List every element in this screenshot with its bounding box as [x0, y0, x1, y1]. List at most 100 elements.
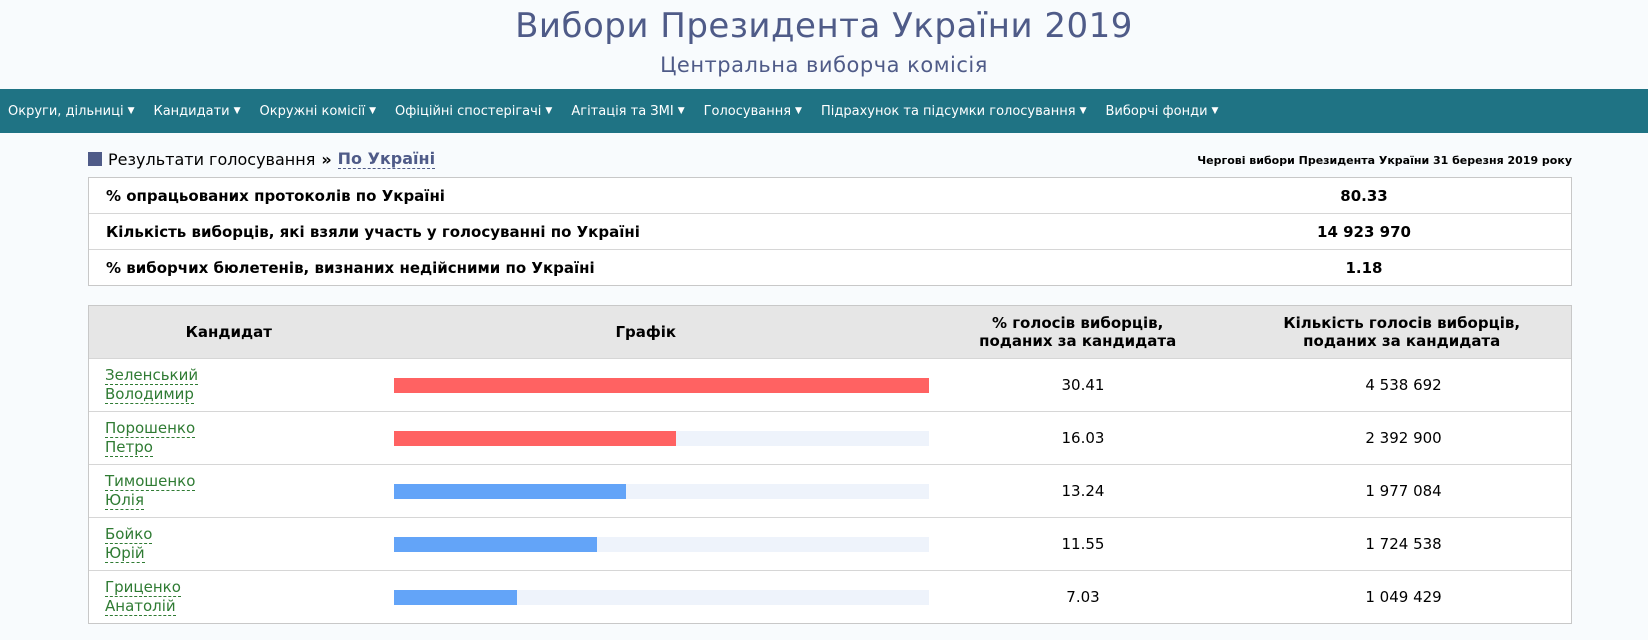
candidate-name: Володимир: [105, 385, 194, 404]
nav-label: Кандидати: [153, 103, 230, 119]
caret-down-icon: ▼: [795, 106, 802, 116]
percent-value: 11.55: [1061, 535, 1105, 553]
results-table: Кандидат Графік % голосів виборців, пода…: [88, 305, 1572, 624]
candidate-link[interactable]: Гриценко Анатолій: [89, 578, 382, 616]
caret-down-icon: ▼: [127, 106, 135, 116]
chart-cell: [382, 430, 930, 446]
candidate-link[interactable]: Тимошенко Юлія: [89, 472, 382, 510]
nav-item-media[interactable]: Агітація та ЗМІ ▼: [571, 104, 684, 119]
candidate-name: Анатолій: [105, 597, 176, 616]
candidate-surname: Тимошенко: [105, 472, 196, 491]
caret-down-icon: ▼: [233, 106, 241, 116]
bar-fill: [393, 589, 518, 605]
bar-track: [393, 536, 929, 552]
candidate-link[interactable]: Бойко Юрій: [89, 525, 382, 563]
candidate-name: Юлія: [105, 491, 144, 510]
nav-item-commissions[interactable]: Окружні комісії ▼: [260, 104, 377, 119]
header-votes-line1: Кількість голосів виборців,: [1283, 314, 1521, 332]
site-subtitle: Центральна виборча комісія: [660, 53, 988, 77]
summary-label: % виборчих бюлетенів, визнаних недійсним…: [106, 258, 595, 277]
candidate-surname: Порошенко: [105, 419, 196, 438]
site-header: Вибори Президента України 2019 Центральн…: [0, 0, 1648, 89]
nav-item-voting[interactable]: Голосування ▼: [704, 104, 802, 119]
header-percent: % голосів виборців, поданих за кандидата: [923, 314, 1233, 350]
candidate-link[interactable]: Зеленський Володимир: [89, 366, 382, 404]
nav-label: Голосування: [703, 103, 792, 119]
nav-item-districts[interactable]: Округи, дільниці ▼: [8, 104, 134, 119]
bar-track: [393, 483, 929, 499]
table-row: Бойко Юрій 11.55 1 724 538: [89, 517, 1571, 570]
candidate-name: Юрій: [105, 544, 145, 563]
nav-label: Офіційні спостерігачі: [395, 103, 542, 119]
breadcrumb: Результати голосування » По Україні: [88, 149, 436, 169]
breadcrumb-separator: »: [321, 149, 332, 169]
bar-fill: [393, 377, 929, 393]
nav-label: Округи, дільниці: [8, 103, 124, 119]
candidate-surname: Гриценко: [105, 578, 181, 597]
votes-value: 1 049 429: [1365, 588, 1442, 606]
votes-value: 2 392 900: [1365, 429, 1442, 447]
summary-value: 1.18: [1345, 258, 1383, 277]
summary-label: % опрацьованих протоколів по Україні: [106, 186, 445, 205]
summary-value: 80.33: [1340, 186, 1388, 205]
percent-value: 30.41: [1061, 376, 1105, 394]
site-title: Вибори Президента України 2019: [515, 6, 1133, 46]
main-nav: Округи, дільниці ▼ Кандидати ▼ Окружні ком…: [0, 89, 1648, 133]
summary-row: % опрацьованих протоколів по Україні 80.…: [89, 178, 1571, 214]
nav-item-count[interactable]: Підрахунок та підсумки голосування ▼: [821, 104, 1087, 119]
summary-label: Кількість виборців, які взяли участь у г…: [106, 222, 640, 241]
header-percent-line1: % голосів виборців,: [991, 314, 1164, 332]
table-row: Тимошенко Юлія 13.24 1 977 084: [89, 464, 1571, 517]
nav-item-observers[interactable]: Офіційні спостерігачі ▼: [395, 104, 552, 119]
caret-down-icon: ▼: [1079, 106, 1087, 116]
summary-value: 14 923 970: [1317, 222, 1411, 241]
header-votes-line2: поданих за кандидата: [1303, 332, 1501, 350]
header-candidate: Кандидат: [185, 323, 272, 341]
main-content: Результати голосування » По Україні Черг…: [88, 141, 1572, 624]
summary-table: % опрацьованих протоколів по Україні 80.…: [88, 177, 1572, 286]
summary-row: % виборчих бюлетенів, визнаних недійсним…: [89, 250, 1571, 285]
candidate-link[interactable]: Порошенко Петро: [89, 419, 382, 457]
candidate-surname: Бойко: [105, 525, 153, 544]
caret-down-icon: ▼: [1211, 106, 1219, 116]
bar-fill: [393, 483, 627, 499]
breadcrumb-row: Результати голосування » По Україні Черг…: [88, 141, 1572, 177]
bar-fill: [393, 430, 676, 446]
nav-label: Агітація та ЗМІ: [571, 103, 674, 119]
candidate-name: Петро: [105, 438, 153, 457]
breadcrumb-section: Результати голосування: [108, 149, 316, 169]
chart-cell: [382, 483, 930, 499]
results-header: Кандидат Графік % голосів виборців, пода…: [89, 306, 1571, 358]
nav-label: Окружні комісії: [259, 103, 366, 119]
nav-item-candidates[interactable]: Кандидати ▼: [153, 104, 240, 119]
header-chart: Графік: [615, 323, 677, 341]
table-row: Порошенко Петро 16.03 2 392 900: [89, 411, 1571, 464]
election-title: Чергові вибори Президента України 31 бер…: [1197, 154, 1572, 167]
caret-down-icon: ▼: [369, 106, 377, 116]
percent-value: 7.03: [1066, 588, 1100, 606]
percent-value: 16.03: [1061, 429, 1105, 447]
breadcrumb-current-link[interactable]: По Україні: [337, 149, 436, 169]
table-row: Зеленський Володимир 30.41 4 538 692: [89, 358, 1571, 411]
caret-down-icon: ▼: [545, 106, 553, 116]
chart-cell: [382, 377, 930, 393]
candidate-surname: Зеленський: [105, 366, 199, 385]
bar-track: [393, 377, 929, 393]
chart-cell: [382, 589, 930, 605]
votes-value: 1 724 538: [1365, 535, 1442, 553]
percent-value: 13.24: [1061, 482, 1105, 500]
bar-fill: [393, 536, 597, 552]
nav-label: Підрахунок та підсумки голосування: [820, 103, 1076, 119]
bar-track: [393, 589, 929, 605]
chart-cell: [382, 536, 930, 552]
votes-value: 4 538 692: [1365, 376, 1442, 394]
votes-value: 1 977 084: [1365, 482, 1442, 500]
bar-track: [393, 430, 929, 446]
table-row: Гриценко Анатолій 7.03 1 049 429: [89, 570, 1571, 623]
caret-down-icon: ▼: [677, 106, 685, 116]
header-votes: Кількість голосів виборців, поданих за к…: [1232, 314, 1571, 350]
square-icon: [88, 152, 102, 166]
header-percent-line2: поданих за кандидата: [979, 332, 1177, 350]
nav-item-funds[interactable]: Виборчі фонди ▼: [1106, 104, 1219, 119]
nav-label: Виборчі фонди: [1105, 103, 1208, 119]
